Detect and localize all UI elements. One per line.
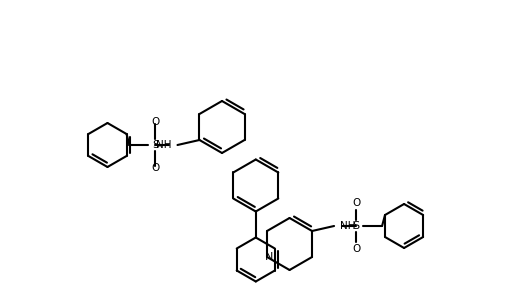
Text: S: S (353, 221, 360, 231)
Text: NH: NH (156, 140, 172, 150)
Text: O: O (152, 163, 159, 173)
Text: O: O (352, 198, 360, 208)
Text: NH: NH (340, 221, 355, 231)
Text: S: S (152, 140, 159, 150)
Text: N: N (265, 252, 273, 262)
Text: O: O (152, 117, 159, 127)
Text: O: O (352, 244, 360, 254)
